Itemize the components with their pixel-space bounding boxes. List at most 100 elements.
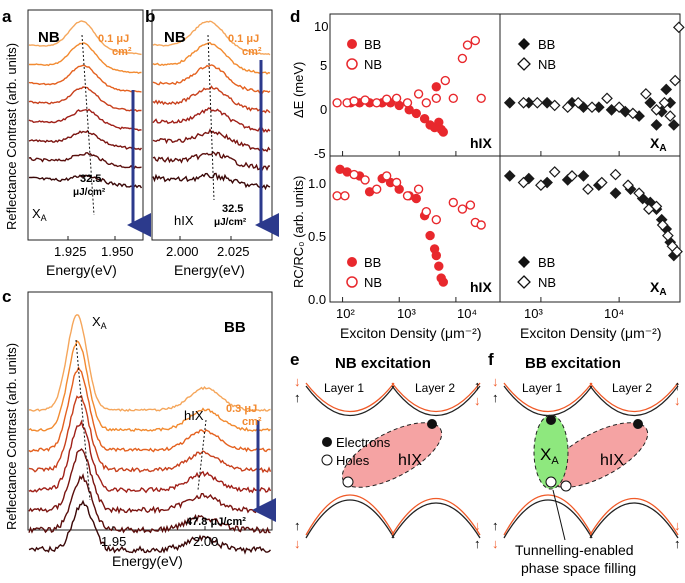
d1-ytick-10: 10 (314, 19, 328, 34)
chart-point (372, 98, 382, 108)
chart-point (448, 197, 458, 208)
chart-point (421, 206, 431, 217)
panel-d4-frame (499, 155, 681, 303)
chart-point (332, 191, 342, 201)
chart-point (372, 184, 382, 194)
panel-c-peak-trace-1 (75, 339, 91, 501)
chart-point (411, 193, 421, 204)
d4-legend-nb: NB (538, 275, 556, 290)
d2-legend-nb-marker (517, 57, 531, 71)
chart-point (476, 93, 486, 104)
chart-point (438, 127, 448, 137)
chart-point (340, 191, 350, 201)
panel-f-caption-1: Tunnelling-enabled (515, 542, 634, 558)
chart-point (457, 53, 468, 64)
d3-xtick-2: 10³ (397, 306, 416, 321)
panel-f-spin-arrow: ↑ (492, 390, 499, 405)
d3-legend-nb-marker (346, 276, 358, 288)
chart-point (517, 96, 530, 109)
d1-ytick-m5: -5 (314, 146, 326, 161)
spectrum-trace (28, 314, 271, 412)
chart-point (613, 101, 625, 114)
chart-point (349, 169, 359, 180)
panel-c-xlabel: Energy(eV) (112, 553, 183, 569)
panel-f-hole-xa (545, 476, 557, 488)
chart-point (622, 179, 634, 192)
chart-point (431, 250, 441, 261)
chart-point (548, 166, 561, 178)
panel-f-xa-ellipse (533, 414, 569, 490)
chart-point (440, 75, 450, 86)
d3-xtick-3: 10⁴ (457, 306, 477, 321)
spectrum-trace (152, 20, 271, 56)
panel-c-tick-1: 1.95 (101, 534, 126, 549)
spectrum-trace (28, 20, 142, 56)
chart-point (577, 170, 590, 182)
d2-label: XA (650, 135, 667, 154)
panel-f-spin-arrow: ↓ (674, 518, 681, 533)
d3-xtick-1: 10² (336, 306, 355, 321)
chart-point (664, 110, 677, 122)
spectrum-trace (28, 108, 142, 132)
d3-label: hIX (470, 279, 492, 295)
chart-point (548, 99, 561, 112)
chart-point (522, 172, 535, 185)
panel-f-caption-pointer (552, 489, 566, 541)
panel-e-title: NB excitation (335, 355, 431, 372)
spectrum-trace (28, 394, 272, 474)
panel-f-hole (560, 480, 572, 492)
panel-letter-d: d (290, 7, 300, 26)
spectrum-trace (152, 41, 271, 75)
d-ylabel-top: ΔE (meV) (291, 62, 306, 118)
d2-legend-bb-marker (518, 38, 530, 50)
d1-legend-bb: BB (364, 37, 381, 52)
panel-c-power-bottom: 47.8 μJ/cm² (186, 516, 246, 528)
panel-letter-e: e (290, 350, 299, 369)
panel-e-spin-arrow: ↑ (294, 518, 301, 533)
panel-c-power-top-unit: cm² (242, 416, 262, 428)
spectrum-trace (28, 129, 143, 151)
panel-f-spin-arrow: ↑ (492, 518, 499, 533)
d3-ytick-1: 1.0 (308, 176, 326, 191)
panel-c-tick-2: 2.00 (193, 534, 218, 549)
chart-point (419, 113, 430, 124)
chart-point (391, 93, 402, 104)
panel-e-spin-arrow: ↑ (474, 378, 481, 393)
panel-b-peak-label: hIX (174, 213, 194, 228)
panel-c-peak-label-2: hIX (184, 408, 204, 423)
panel-f-caption-2: phase space filling (521, 560, 636, 576)
panel-e-spin-arrow: ↓ (474, 393, 481, 408)
spectrum-trace (152, 172, 271, 191)
panel-e-electron (427, 419, 437, 429)
spectrum-trace (152, 107, 271, 133)
panel-f-spin-arrow: ↓ (674, 393, 681, 408)
panel-e-legend-electron (322, 437, 332, 447)
chart-point (531, 96, 544, 109)
chart-point (633, 187, 645, 200)
d1-label: hIX (470, 135, 492, 151)
panel-b-xlabel: Energy(eV) (174, 262, 245, 278)
d3-legend-bb: BB (364, 255, 381, 270)
chart-point (669, 74, 681, 87)
panel-b-frame (151, 9, 273, 241)
panel-a-tag: NB (38, 29, 60, 46)
chart-point (402, 98, 413, 108)
chart-point (671, 245, 683, 258)
panel-b-spectra (152, 20, 271, 191)
panel-f-hix-label: hIX (600, 452, 624, 469)
chart-point (360, 175, 370, 185)
d3-legend-nb: NB (364, 275, 382, 290)
panel-a-tick-1: 1.925 (54, 244, 87, 259)
d3-legend-bb-marker (347, 257, 357, 267)
spectrum-trace (28, 419, 272, 494)
d4-legend-nb-marker (517, 275, 531, 289)
panel-a-peak-label: XA (32, 206, 47, 223)
d4-legend-bb-marker (518, 256, 530, 268)
chart-point (658, 96, 671, 109)
chart-point (332, 98, 342, 108)
panel-a-power-bottom: 32.5 (80, 173, 101, 185)
d1-legend-bb-marker (347, 39, 357, 49)
panel-b-power-bottom: 32.5 (222, 203, 243, 215)
panel-c-frame (27, 291, 273, 531)
d-ylabel-bottom: RC/RC₀ (arb. units) (291, 176, 306, 288)
